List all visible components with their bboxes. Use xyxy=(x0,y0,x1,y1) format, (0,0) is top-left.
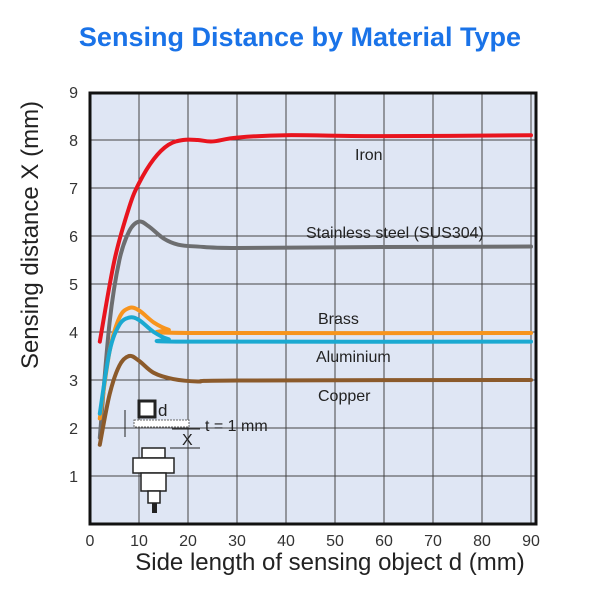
inset-d-label: d xyxy=(158,401,167,420)
x-tick-label: 20 xyxy=(179,533,197,550)
chart-title: Sensing Distance by Material Type xyxy=(78,22,522,52)
series-label: Copper xyxy=(318,388,371,405)
x-tick-label: 60 xyxy=(375,533,393,550)
series-label: Stainless steel (SUS304) xyxy=(306,225,484,242)
plot-border xyxy=(88,91,538,526)
inset-x-label: X xyxy=(182,432,193,449)
y-tick-label: 2 xyxy=(69,421,78,438)
sensor-neck xyxy=(147,490,161,504)
x-tick-label: 90 xyxy=(522,533,540,550)
series-line-iron xyxy=(97,133,533,344)
y-axis-label: Sensing distance X (mm) xyxy=(17,101,44,369)
target-plate xyxy=(133,419,190,428)
y-tick-label: 4 xyxy=(69,325,78,342)
series-label: Brass xyxy=(318,311,359,328)
x-tick-label: 70 xyxy=(424,533,442,550)
series-line-copper xyxy=(97,353,533,447)
y-tick-label: 7 xyxy=(69,181,78,198)
y-tick-label: 9 xyxy=(69,85,78,102)
series-line-stainless xyxy=(97,219,533,440)
x-tick-label: 10 xyxy=(130,533,148,550)
y-tick-label: 8 xyxy=(69,133,78,150)
y-tick-label: 6 xyxy=(69,229,78,246)
x-tick-label: 0 xyxy=(86,533,95,550)
inset-t-label: t = 1 mm xyxy=(205,418,268,435)
target-square-icon xyxy=(137,399,157,419)
x-axis-label: Side length of sensing object d (mm) xyxy=(135,549,525,576)
x-tick-label: 40 xyxy=(277,533,295,550)
series-label: Aluminium xyxy=(316,349,391,366)
series-label: Iron xyxy=(355,147,383,164)
y-tick-label: 3 xyxy=(69,373,78,390)
sensor-body xyxy=(140,472,167,492)
series-line-aluminium xyxy=(97,315,533,416)
y-tick-label: 5 xyxy=(69,277,78,294)
x-tick-label: 30 xyxy=(228,533,246,550)
sensor-cable-icon xyxy=(152,503,157,513)
sensor-nut xyxy=(132,457,175,474)
sensor-nut-top xyxy=(141,447,166,459)
x-tick-label: 80 xyxy=(473,533,491,550)
x-tick-label: 50 xyxy=(326,533,344,550)
y-tick-label: 1 xyxy=(69,469,78,486)
